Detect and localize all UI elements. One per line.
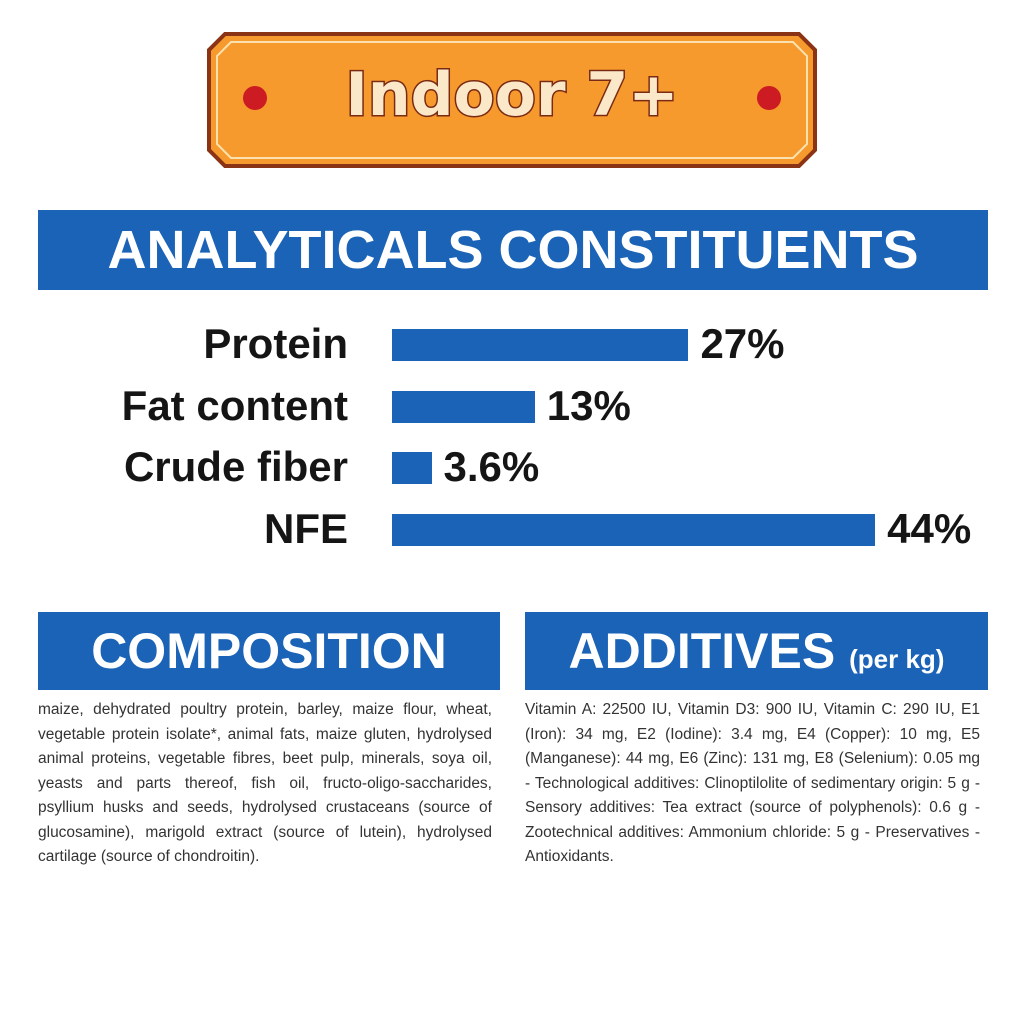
additives-text: Vitamin A: 22500 IU, Vitamin D3: 900 IU,… [525,701,980,865]
category-label: Crude fiber [123,443,348,491]
value-label: 13% [546,381,631,429]
section-title: ADDITIVES (per kg) [525,612,988,690]
unit: (per kg) [849,644,945,674]
section-title-text: ADDITIVES [568,623,836,679]
category-label: NFE [264,505,348,553]
value-label: 44% [887,505,972,553]
category-label: Fat content [121,381,348,429]
value-label: 27% [700,320,785,367]
value-label: 3.6% [443,443,540,491]
banner-title: Indoor 7+ [344,59,680,132]
composition-text: maize, dehydrated poultry protein, barle… [38,701,492,865]
section-title: COMPOSITION [38,612,500,690]
bar [392,514,876,547]
section-title: ANALYTICALS CONSTITUENTS [38,210,988,290]
bar [392,452,432,485]
bar [392,390,535,423]
bar [392,329,689,361]
category-label: Protein [203,320,348,367]
banner [207,32,817,168]
